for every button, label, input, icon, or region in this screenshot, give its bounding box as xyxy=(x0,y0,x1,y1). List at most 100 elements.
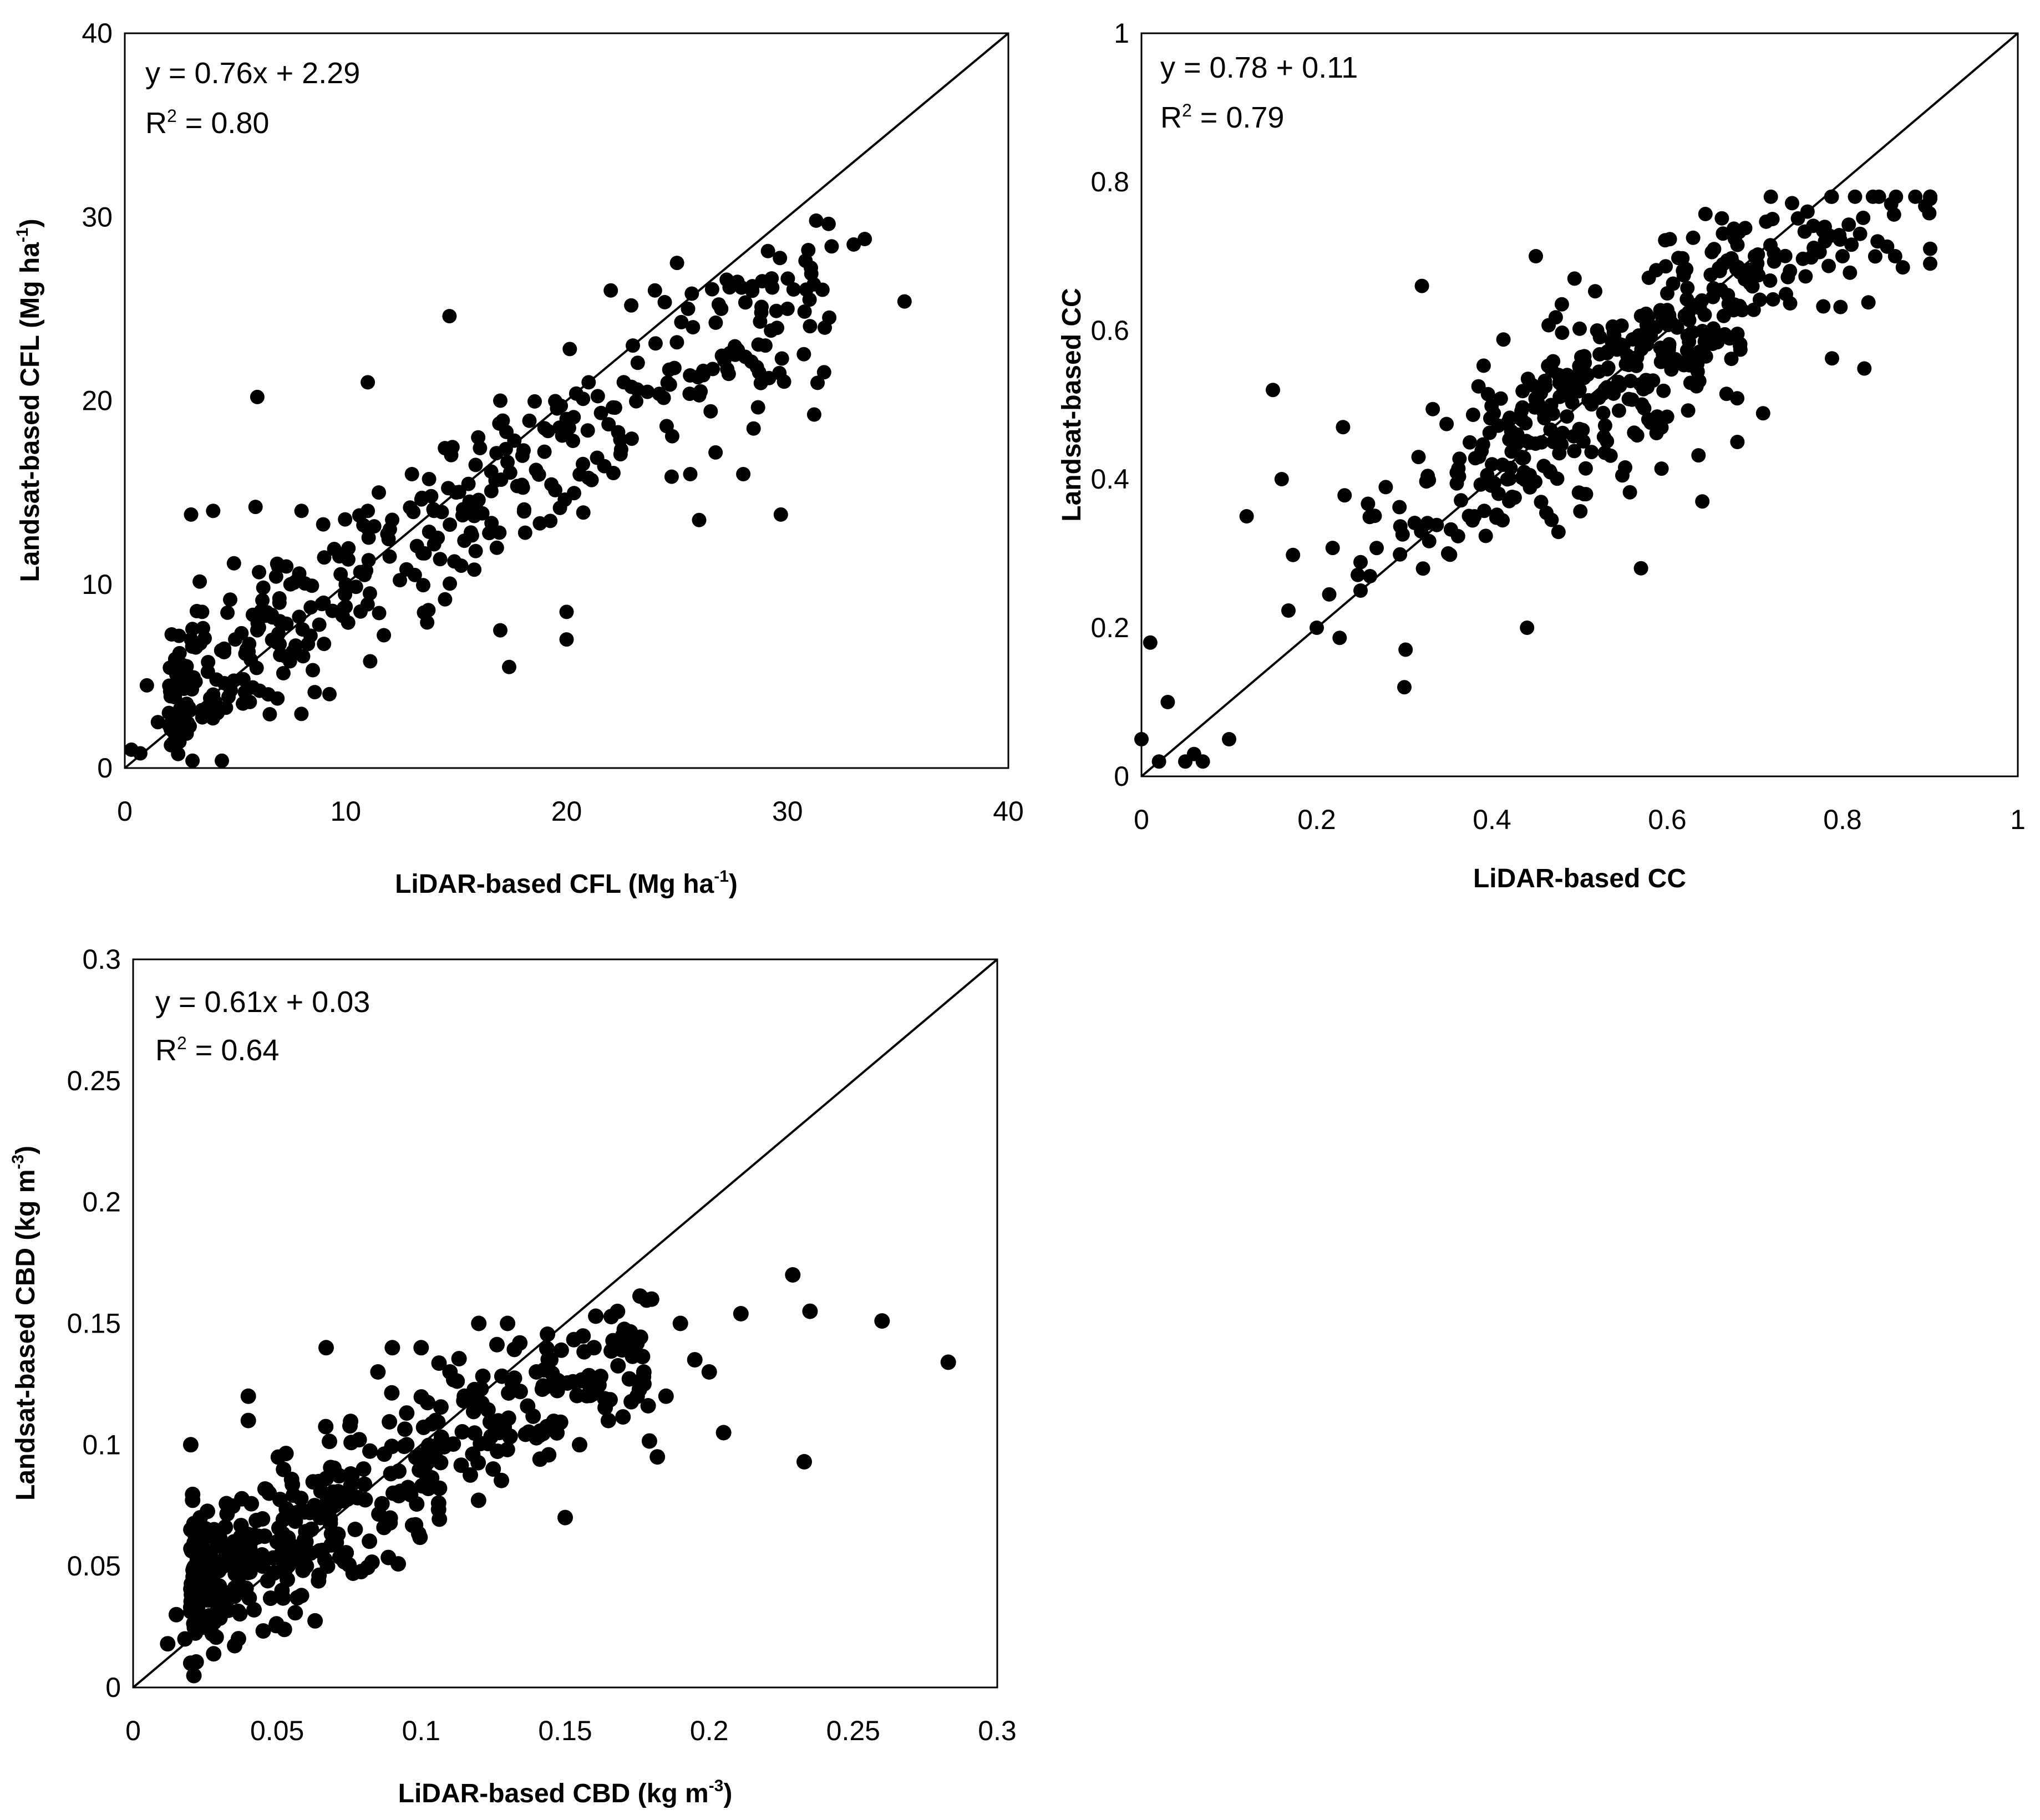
cc-data-point xyxy=(1567,444,1582,459)
cbd-data-point xyxy=(234,1546,250,1562)
cbd-data-point xyxy=(222,1554,238,1570)
cbd-data-point xyxy=(270,1449,286,1465)
cbd-data-point xyxy=(489,1336,505,1353)
cfl-data-point xyxy=(821,216,836,231)
cc-y-tick-label: 0.8 xyxy=(1090,166,1129,197)
cc-data-point xyxy=(1597,418,1612,433)
cc-data-point xyxy=(1560,409,1575,424)
cbd-data-point xyxy=(206,1614,222,1630)
cbd-data-point xyxy=(212,1530,228,1546)
cbd-data-point xyxy=(376,1446,392,1462)
cfl-data-point xyxy=(357,567,372,582)
cc-equation: y = 0.78 + 0.11 xyxy=(1160,51,1358,84)
cc-data-point xyxy=(1500,472,1515,487)
cc-data-point xyxy=(1554,297,1569,312)
cbd-data-point xyxy=(191,1565,207,1581)
cfl-data-point xyxy=(430,530,445,545)
cc-data-point xyxy=(1848,189,1863,204)
cbd-data-point xyxy=(183,1598,199,1614)
cfl-data-point xyxy=(567,486,581,501)
cc-data-point xyxy=(1763,273,1778,288)
cbd-data-point xyxy=(432,1511,448,1527)
cbd-y-axis-title: Landsat-based CBD (kg m-3) xyxy=(9,1146,40,1501)
cc-data-point xyxy=(1544,512,1559,527)
cc-data-point xyxy=(1522,435,1537,450)
cc-data-point xyxy=(1653,303,1668,318)
cfl-data-point xyxy=(316,517,331,532)
cbd-data-point xyxy=(234,1491,250,1507)
cfl-data-point xyxy=(803,319,818,334)
cc-data-point xyxy=(1504,444,1519,459)
cfl-data-point xyxy=(801,243,816,257)
cfl-data-point xyxy=(846,237,861,252)
cfl-data-point xyxy=(473,441,488,455)
cfl-data-point xyxy=(806,407,821,422)
cbd-x-tick-label: 0.05 xyxy=(250,1715,304,1746)
cc-data-point xyxy=(1516,450,1531,465)
cc-data-point xyxy=(1588,284,1602,299)
cbd-data-point xyxy=(485,1461,501,1477)
cbd-x-tick-label: 0.25 xyxy=(826,1715,880,1746)
cc-data-point xyxy=(1682,334,1697,349)
cbd-data-point xyxy=(274,1583,290,1599)
cc-data-point xyxy=(1636,382,1651,396)
cfl-data-point xyxy=(630,355,645,370)
cbd-points xyxy=(160,1267,956,1684)
cbd-data-point xyxy=(539,1340,555,1356)
cc-data-point xyxy=(1465,408,1480,422)
cfl-data-point xyxy=(360,597,375,612)
cc-data-point xyxy=(1415,561,1430,576)
cfl-points xyxy=(124,213,912,768)
cfl-data-point xyxy=(189,604,204,618)
cfl-data-point xyxy=(559,604,574,619)
cc-data-point xyxy=(1286,547,1301,562)
cc-data-point xyxy=(1476,358,1491,373)
cc-data-point xyxy=(1496,332,1511,347)
cfl-data-point xyxy=(552,500,567,515)
cfl-data-point xyxy=(527,394,542,409)
cfl-data-point xyxy=(312,617,327,632)
cbd-data-point xyxy=(512,1335,528,1351)
cbd-data-point xyxy=(576,1344,592,1360)
cfl-data-point xyxy=(301,637,316,652)
cfl-data-point xyxy=(279,559,294,574)
cc-data-point xyxy=(1573,504,1588,518)
cbd-data-point xyxy=(500,1315,516,1331)
cfl-data-point xyxy=(769,303,784,318)
cbd-data-point xyxy=(603,1309,619,1325)
cfl-data-point xyxy=(252,565,266,579)
cc-data-point xyxy=(1671,251,1686,266)
cc-data-point xyxy=(1443,547,1458,562)
cbd-data-point xyxy=(687,1352,703,1368)
cfl-data-point xyxy=(809,213,824,228)
cfl-data-point xyxy=(317,637,332,652)
cc-data-point xyxy=(1668,352,1683,367)
cfl-data-point xyxy=(169,707,184,722)
cc-data-point xyxy=(1393,547,1408,562)
cbd-data-point xyxy=(182,1437,199,1453)
cc-data-point xyxy=(1353,583,1368,598)
cfl-data-point xyxy=(206,504,221,518)
cc-data-point xyxy=(1611,403,1626,418)
cc-data-point xyxy=(1525,378,1540,393)
cfl-data-point xyxy=(322,687,337,701)
cc-data-point xyxy=(1692,374,1707,389)
cbd-data-point xyxy=(240,1564,256,1580)
cbd-data-point xyxy=(649,1449,666,1465)
cc-data-point xyxy=(1727,221,1742,236)
cfl-data-point xyxy=(738,295,753,310)
cc-data-point xyxy=(1425,401,1440,416)
cfl-data-point xyxy=(774,351,789,366)
cc-data-point xyxy=(1695,494,1710,509)
cfl-data-point xyxy=(185,622,200,637)
cfl-data-point xyxy=(272,591,287,606)
cbd-data-point xyxy=(295,1562,311,1578)
cc-data-point xyxy=(1322,587,1337,602)
cc-data-point xyxy=(1503,410,1518,425)
cfl-data-point xyxy=(746,421,761,436)
cfl-data-point xyxy=(133,746,148,761)
cc-data-point xyxy=(1572,382,1587,397)
cfl-data-point xyxy=(442,309,457,324)
cfl-data-point xyxy=(495,413,510,428)
cc-data-point xyxy=(1824,189,1839,204)
